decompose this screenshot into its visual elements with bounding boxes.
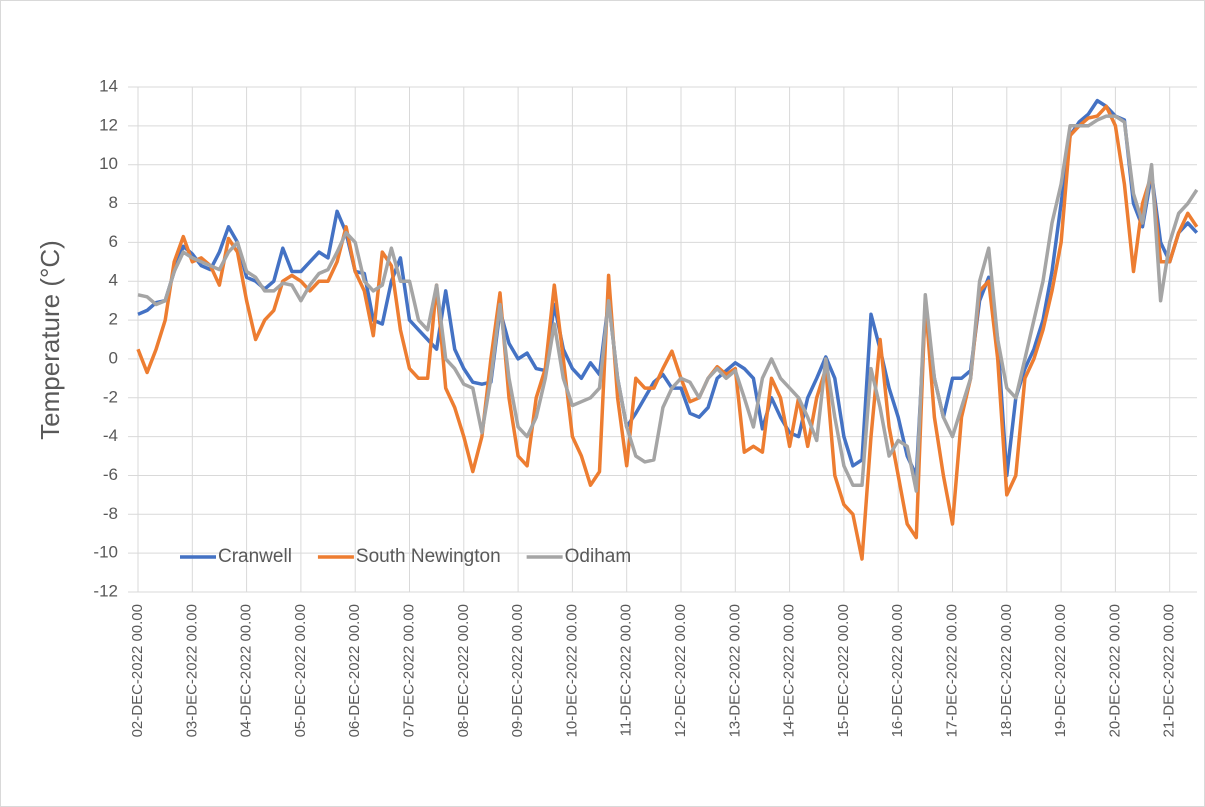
x-tick-label: 20-DEC-2022 00.00 <box>1106 604 1123 737</box>
x-tick-label: 14-DEC-2022 00.00 <box>781 604 798 737</box>
x-tick-label: 18-DEC-2022 00.00 <box>998 604 1015 737</box>
x-tick-label: 21-DEC-2022 00.00 <box>1161 604 1178 737</box>
legend-label: South Newington <box>356 546 501 567</box>
x-tick-label: 12-DEC-2022 00.00 <box>672 604 689 737</box>
y-tick-label: 4 <box>109 271 118 290</box>
x-tick-label: 15-DEC-2022 00.00 <box>835 604 852 737</box>
y-tick-label: 10 <box>99 154 118 173</box>
series-line <box>137 114 1199 493</box>
y-tick-label: 6 <box>109 232 118 251</box>
y-tick-label: 12 <box>99 115 118 134</box>
y-tick-label: -10 <box>93 543 118 562</box>
x-tick-label: 07-DEC-2022 00.00 <box>400 604 417 737</box>
series-line <box>136 104 1199 561</box>
x-tick-label: 03-DEC-2022 00.00 <box>183 604 200 737</box>
x-tick-label: 11-DEC-2022 00.00 <box>618 604 635 736</box>
y-tick-label: 0 <box>109 348 118 367</box>
x-tick-label: 13-DEC-2022 00.00 <box>726 604 743 737</box>
x-tick-label: 16-DEC-2022 00.00 <box>889 604 906 737</box>
y-tick-label: 2 <box>109 310 118 329</box>
x-tick-label: 08-DEC-2022 00.00 <box>455 604 472 737</box>
y-axis-label: Temperature (°C) <box>35 240 65 440</box>
legend: Cranwell South Newington Odiham <box>180 546 631 567</box>
y-tick-label: -2 <box>103 387 118 406</box>
x-tick-label: 10-DEC-2022 00.00 <box>563 604 580 737</box>
x-tick-label: 02-DEC-2022 00.00 <box>129 604 146 737</box>
y-tick-label: -12 <box>93 581 118 600</box>
legend-label: Odiham <box>565 546 632 567</box>
x-tick-label: 19-DEC-2022 00.00 <box>1052 604 1069 737</box>
y-tick-label: -6 <box>103 465 118 484</box>
legend-label: Cranwell <box>218 546 292 567</box>
y-tick-label: 8 <box>109 193 118 212</box>
y-tick-label: -4 <box>103 426 118 445</box>
y-tick-label: -8 <box>103 504 118 523</box>
x-tick-label: 17-DEC-2022 00.00 <box>943 604 960 737</box>
x-tick-label: 04-DEC-2022 00.00 <box>238 604 255 737</box>
x-tick-label: 05-DEC-2022 00.00 <box>292 604 309 737</box>
x-tick-label: 09-DEC-2022 00.00 <box>509 604 526 737</box>
y-tick-label: 14 <box>99 76 118 95</box>
x-tick-label: 06-DEC-2022 00.00 <box>346 604 363 737</box>
